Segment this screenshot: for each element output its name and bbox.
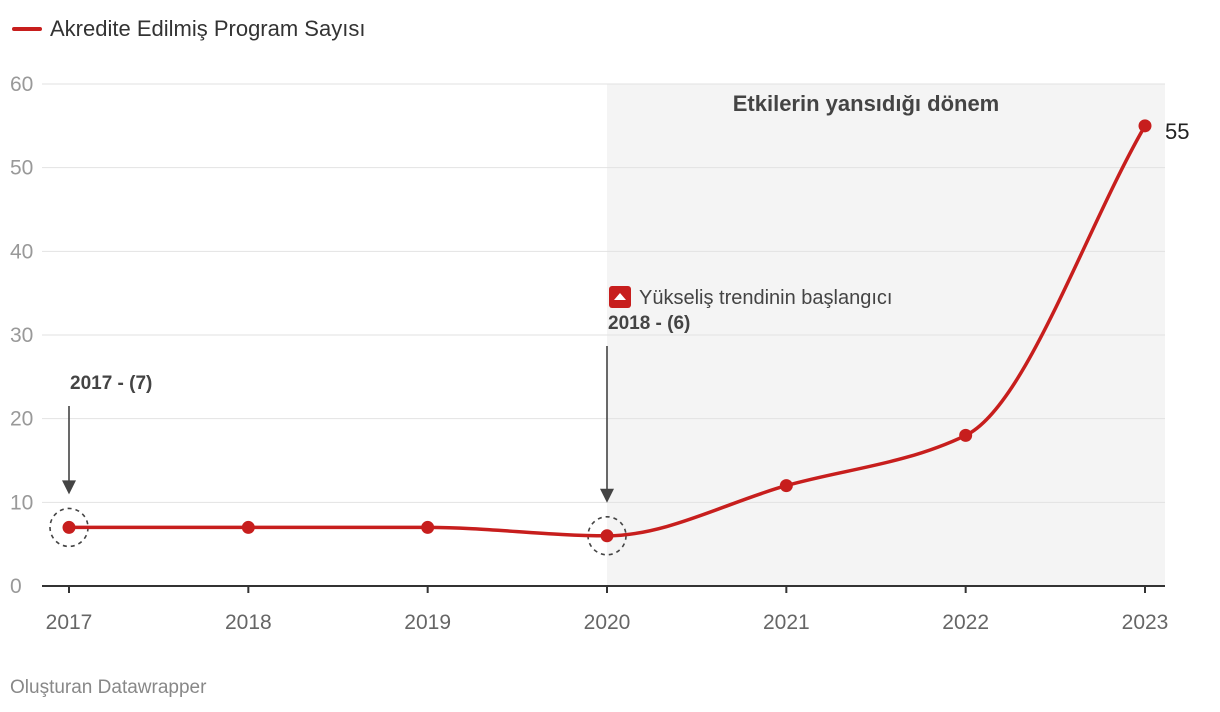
data-point <box>62 520 76 534</box>
data-point <box>241 520 255 534</box>
x-tick-label: 2019 <box>404 611 451 634</box>
x-tick-label: 2017 <box>46 611 93 634</box>
x-tick-label: 2018 <box>225 611 272 634</box>
annotations: 2017 - (7) 2018 - (6) Yükseliş trendinin b… <box>49 286 892 556</box>
y-tick-label: 10 <box>10 491 33 514</box>
end-value-label: 55 <box>1165 119 1189 144</box>
x-axis-ticks: 2017 2018 2019 2020 2021 2022 2023 <box>46 586 1169 634</box>
annotation-arrowhead <box>600 488 614 503</box>
gridlines <box>42 83 1165 503</box>
data-point <box>1138 119 1152 133</box>
annotation-label: 2017 - (7) <box>70 373 152 394</box>
data-points <box>62 119 1152 543</box>
footer-credit: Oluşturan Datawrapper <box>10 677 207 698</box>
x-tick-label: 2021 <box>763 611 810 634</box>
x-tick-label: 2022 <box>942 611 989 634</box>
y-axis-ticks: 0 10 20 30 40 50 60 <box>10 73 33 598</box>
data-point <box>600 529 614 543</box>
triangle-up-icon <box>614 293 626 300</box>
annotation-note: Yükseliş trendinin başlangıcı <box>639 287 892 309</box>
legend-label: Akredite Edilmiş Program Sayısı <box>50 16 366 41</box>
annotation-label: 2018 - (6) <box>608 313 690 334</box>
chart-legend: Akredite Edilmiş Program Sayısı <box>12 16 365 42</box>
legend-swatch <box>12 27 42 31</box>
y-tick-label: 50 <box>10 157 33 180</box>
y-tick-label: 0 <box>10 575 22 598</box>
x-tick-label: 2023 <box>1122 611 1169 634</box>
data-point <box>421 520 435 534</box>
x-tick-label: 2020 <box>584 611 631 634</box>
y-tick-label: 20 <box>10 408 33 431</box>
data-point <box>959 428 973 442</box>
y-tick-label: 40 <box>10 240 33 263</box>
y-tick-label: 60 <box>10 73 33 96</box>
y-tick-label: 30 <box>10 324 33 347</box>
data-point <box>779 479 793 493</box>
shaded-region-label: Etkilerin yansıdığı dönem <box>733 91 1000 116</box>
annotation-arrowhead <box>62 480 76 495</box>
